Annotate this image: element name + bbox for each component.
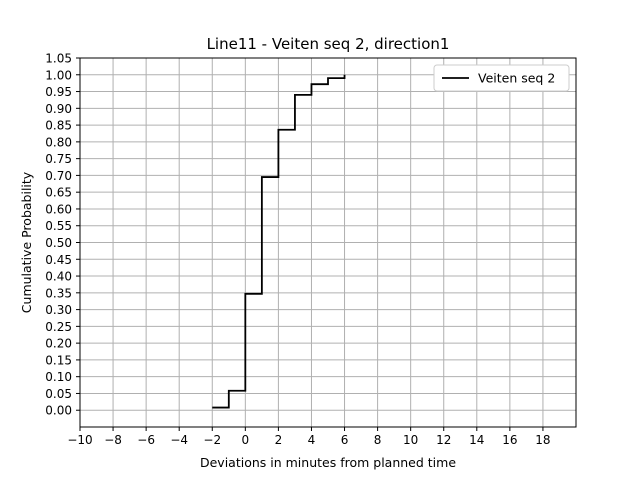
y-tick-label: 0.50 [45,236,72,250]
x-tick-label: 0 [242,433,250,447]
y-axis-label: Cumulative Probability [19,171,34,313]
y-tick-label: 0.65 [45,186,72,200]
x-axis-label: Deviations in minutes from planned time [200,455,456,470]
x-tick-label: 18 [535,433,550,447]
series-line [212,74,346,409]
y-tick-label: 0.10 [45,370,72,384]
chart-title: Line11 - Veiten seq 2, direction1 [207,35,450,53]
x-tick-label: −8 [104,433,122,447]
x-tick-label: 6 [341,433,349,447]
y-tick-label: 0.40 [45,270,72,284]
x-tick-label: 12 [436,433,451,447]
x-tick-label: 8 [374,433,382,447]
legend: Veiten seq 2 [433,64,570,92]
series-layer [212,74,346,409]
legend-entry: Veiten seq 2 [478,71,555,86]
y-tick-label: 0.20 [45,337,72,351]
y-tick-label: 0.80 [45,135,72,149]
legend-box [433,64,570,92]
y-tick-label: 0.55 [45,219,72,233]
x-tick-label: −10 [67,433,92,447]
x-tick-label: 2 [275,433,283,447]
y-tick-label: 0.30 [45,303,72,317]
y-tick-label: 1.00 [45,68,72,82]
x-tick-label: 14 [469,433,484,447]
x-tick-label: −6 [137,433,155,447]
x-tick-label: 4 [308,433,316,447]
y-axis: 0.00 0.05 0.10 0.15 0.20 0.25 0.30 0.35 0.40 0.45… [45,52,80,418]
x-axis: −10 −8 −6 −4 −2 0 2 4 6 8 10 12 14 16 18 [67,427,551,447]
y-tick-label: 0.90 [45,102,72,116]
y-tick-label: 0.70 [45,169,72,183]
y-tick-label: 0.05 [45,387,72,401]
y-tick-label: 0.95 [45,85,72,99]
y-tick-label: 0.60 [45,202,72,216]
y-tick-label: 0.85 [45,119,72,133]
y-tick-label: 0.45 [45,253,72,267]
y-tick-label: 0.35 [45,286,72,300]
y-tick-label: 0.00 [45,404,72,418]
x-tick-label: 16 [502,433,517,447]
y-tick-label: 0.75 [45,152,72,166]
x-tick-label: 10 [403,433,418,447]
x-tick-label: −4 [170,433,188,447]
y-tick-label: 1.05 [45,52,72,66]
y-tick-label: 0.25 [45,320,72,334]
y-tick-label: 0.15 [45,353,72,367]
x-tick-label: −2 [203,433,221,447]
